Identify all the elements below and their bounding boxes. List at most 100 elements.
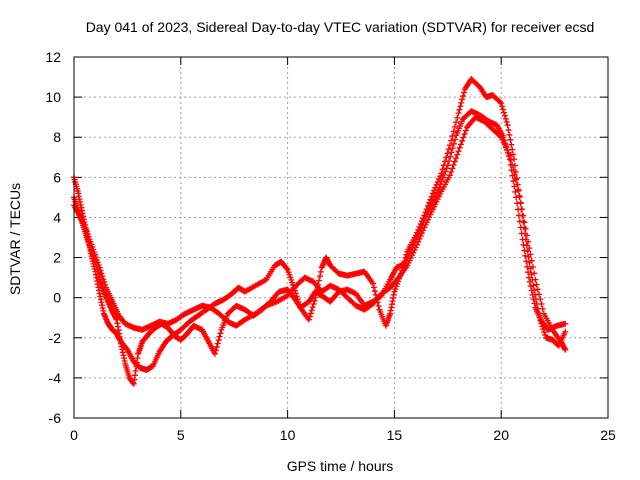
data-point <box>452 136 459 143</box>
series-track-c <box>71 114 569 353</box>
data-point <box>501 112 508 119</box>
data-point <box>418 230 425 237</box>
data-point <box>370 280 377 287</box>
data-point <box>445 146 452 153</box>
data-point <box>438 178 445 185</box>
data-point <box>507 136 514 143</box>
chart-title: Day 041 of 2023, Sidereal Day-to-day VTE… <box>86 19 595 35</box>
data-point <box>512 188 519 195</box>
data-point <box>532 276 539 283</box>
data-point <box>519 236 526 243</box>
y-tick-label: 0 <box>53 290 61 306</box>
data-point <box>416 235 423 242</box>
series-track-b <box>71 108 569 387</box>
data-point <box>412 244 419 251</box>
data-point <box>504 122 511 129</box>
data-point <box>371 288 378 295</box>
data-point <box>502 115 509 122</box>
y-tick-label: 10 <box>45 89 61 105</box>
data-point <box>317 268 324 275</box>
data-point <box>101 278 108 285</box>
data-point <box>307 310 314 317</box>
data-point <box>449 145 456 152</box>
x-tick-label: 15 <box>387 427 403 443</box>
data-point <box>428 193 435 200</box>
data-point <box>507 157 514 164</box>
data-point <box>537 296 544 303</box>
data-point <box>542 331 549 338</box>
data-point <box>508 141 515 148</box>
data-point <box>515 186 522 193</box>
data-point <box>516 218 523 225</box>
y-tick-label: -4 <box>49 370 62 386</box>
data-point <box>444 162 451 169</box>
data-point <box>453 155 460 162</box>
data-point <box>541 329 548 336</box>
data-point <box>461 131 468 138</box>
data-point <box>450 162 457 169</box>
data-point <box>521 219 528 226</box>
data-point <box>451 158 458 165</box>
data-point <box>214 340 221 347</box>
data-point <box>536 291 543 298</box>
data-point <box>450 128 457 135</box>
y-tick-label: 2 <box>53 250 61 266</box>
data-point <box>212 347 219 354</box>
data-point <box>454 114 461 121</box>
data-point <box>213 343 220 350</box>
data-point <box>454 151 461 158</box>
data-point <box>511 171 518 178</box>
data-point <box>462 127 469 134</box>
axis-ticks: 0 5 10 15 20 25 -6 -4 -2 0 2 4 6 8 10 12 <box>45 49 616 443</box>
data-point <box>518 206 525 213</box>
x-tick-label: 25 <box>600 427 616 443</box>
data-point <box>426 205 433 212</box>
data-point <box>500 106 507 113</box>
data-point <box>97 267 104 274</box>
y-tick-label: -2 <box>49 330 62 346</box>
y-tick-label: 8 <box>53 129 61 145</box>
data-point <box>528 257 535 264</box>
data-point <box>529 291 536 298</box>
x-tick-label: 10 <box>280 427 296 443</box>
data-point <box>449 133 456 140</box>
x-tick-label: 20 <box>493 427 509 443</box>
data-point <box>98 270 105 277</box>
data-point <box>525 238 532 245</box>
data-point <box>460 92 467 99</box>
data-point <box>510 166 517 173</box>
data-point <box>529 264 536 271</box>
data-point <box>506 152 513 159</box>
data-point <box>417 233 424 240</box>
data-point <box>521 247 528 254</box>
data-point <box>506 131 513 138</box>
data-point <box>447 153 454 160</box>
x-axis-label: GPS time / hours <box>287 458 394 474</box>
data-point <box>505 127 512 134</box>
data-point <box>215 337 222 344</box>
y-tick-label: 12 <box>45 49 61 65</box>
data-point <box>539 305 546 312</box>
data-point <box>425 208 432 215</box>
data-point <box>562 328 569 335</box>
data-point <box>510 151 517 158</box>
data-point <box>528 287 535 294</box>
data-point <box>562 320 569 327</box>
data-point <box>442 168 449 175</box>
data-point <box>538 300 545 307</box>
data-point <box>523 232 530 239</box>
data-point <box>310 300 317 307</box>
data-point <box>446 172 453 179</box>
data-point <box>449 165 456 172</box>
data-point <box>522 225 529 232</box>
data-point <box>512 176 519 183</box>
data-point <box>520 241 527 248</box>
data-point <box>216 333 223 340</box>
data-point <box>453 119 460 126</box>
data-point <box>308 307 315 314</box>
data-point <box>499 103 506 110</box>
data-point <box>513 194 520 201</box>
data-point <box>370 284 377 291</box>
data-point <box>217 330 224 337</box>
data-point <box>528 271 535 278</box>
